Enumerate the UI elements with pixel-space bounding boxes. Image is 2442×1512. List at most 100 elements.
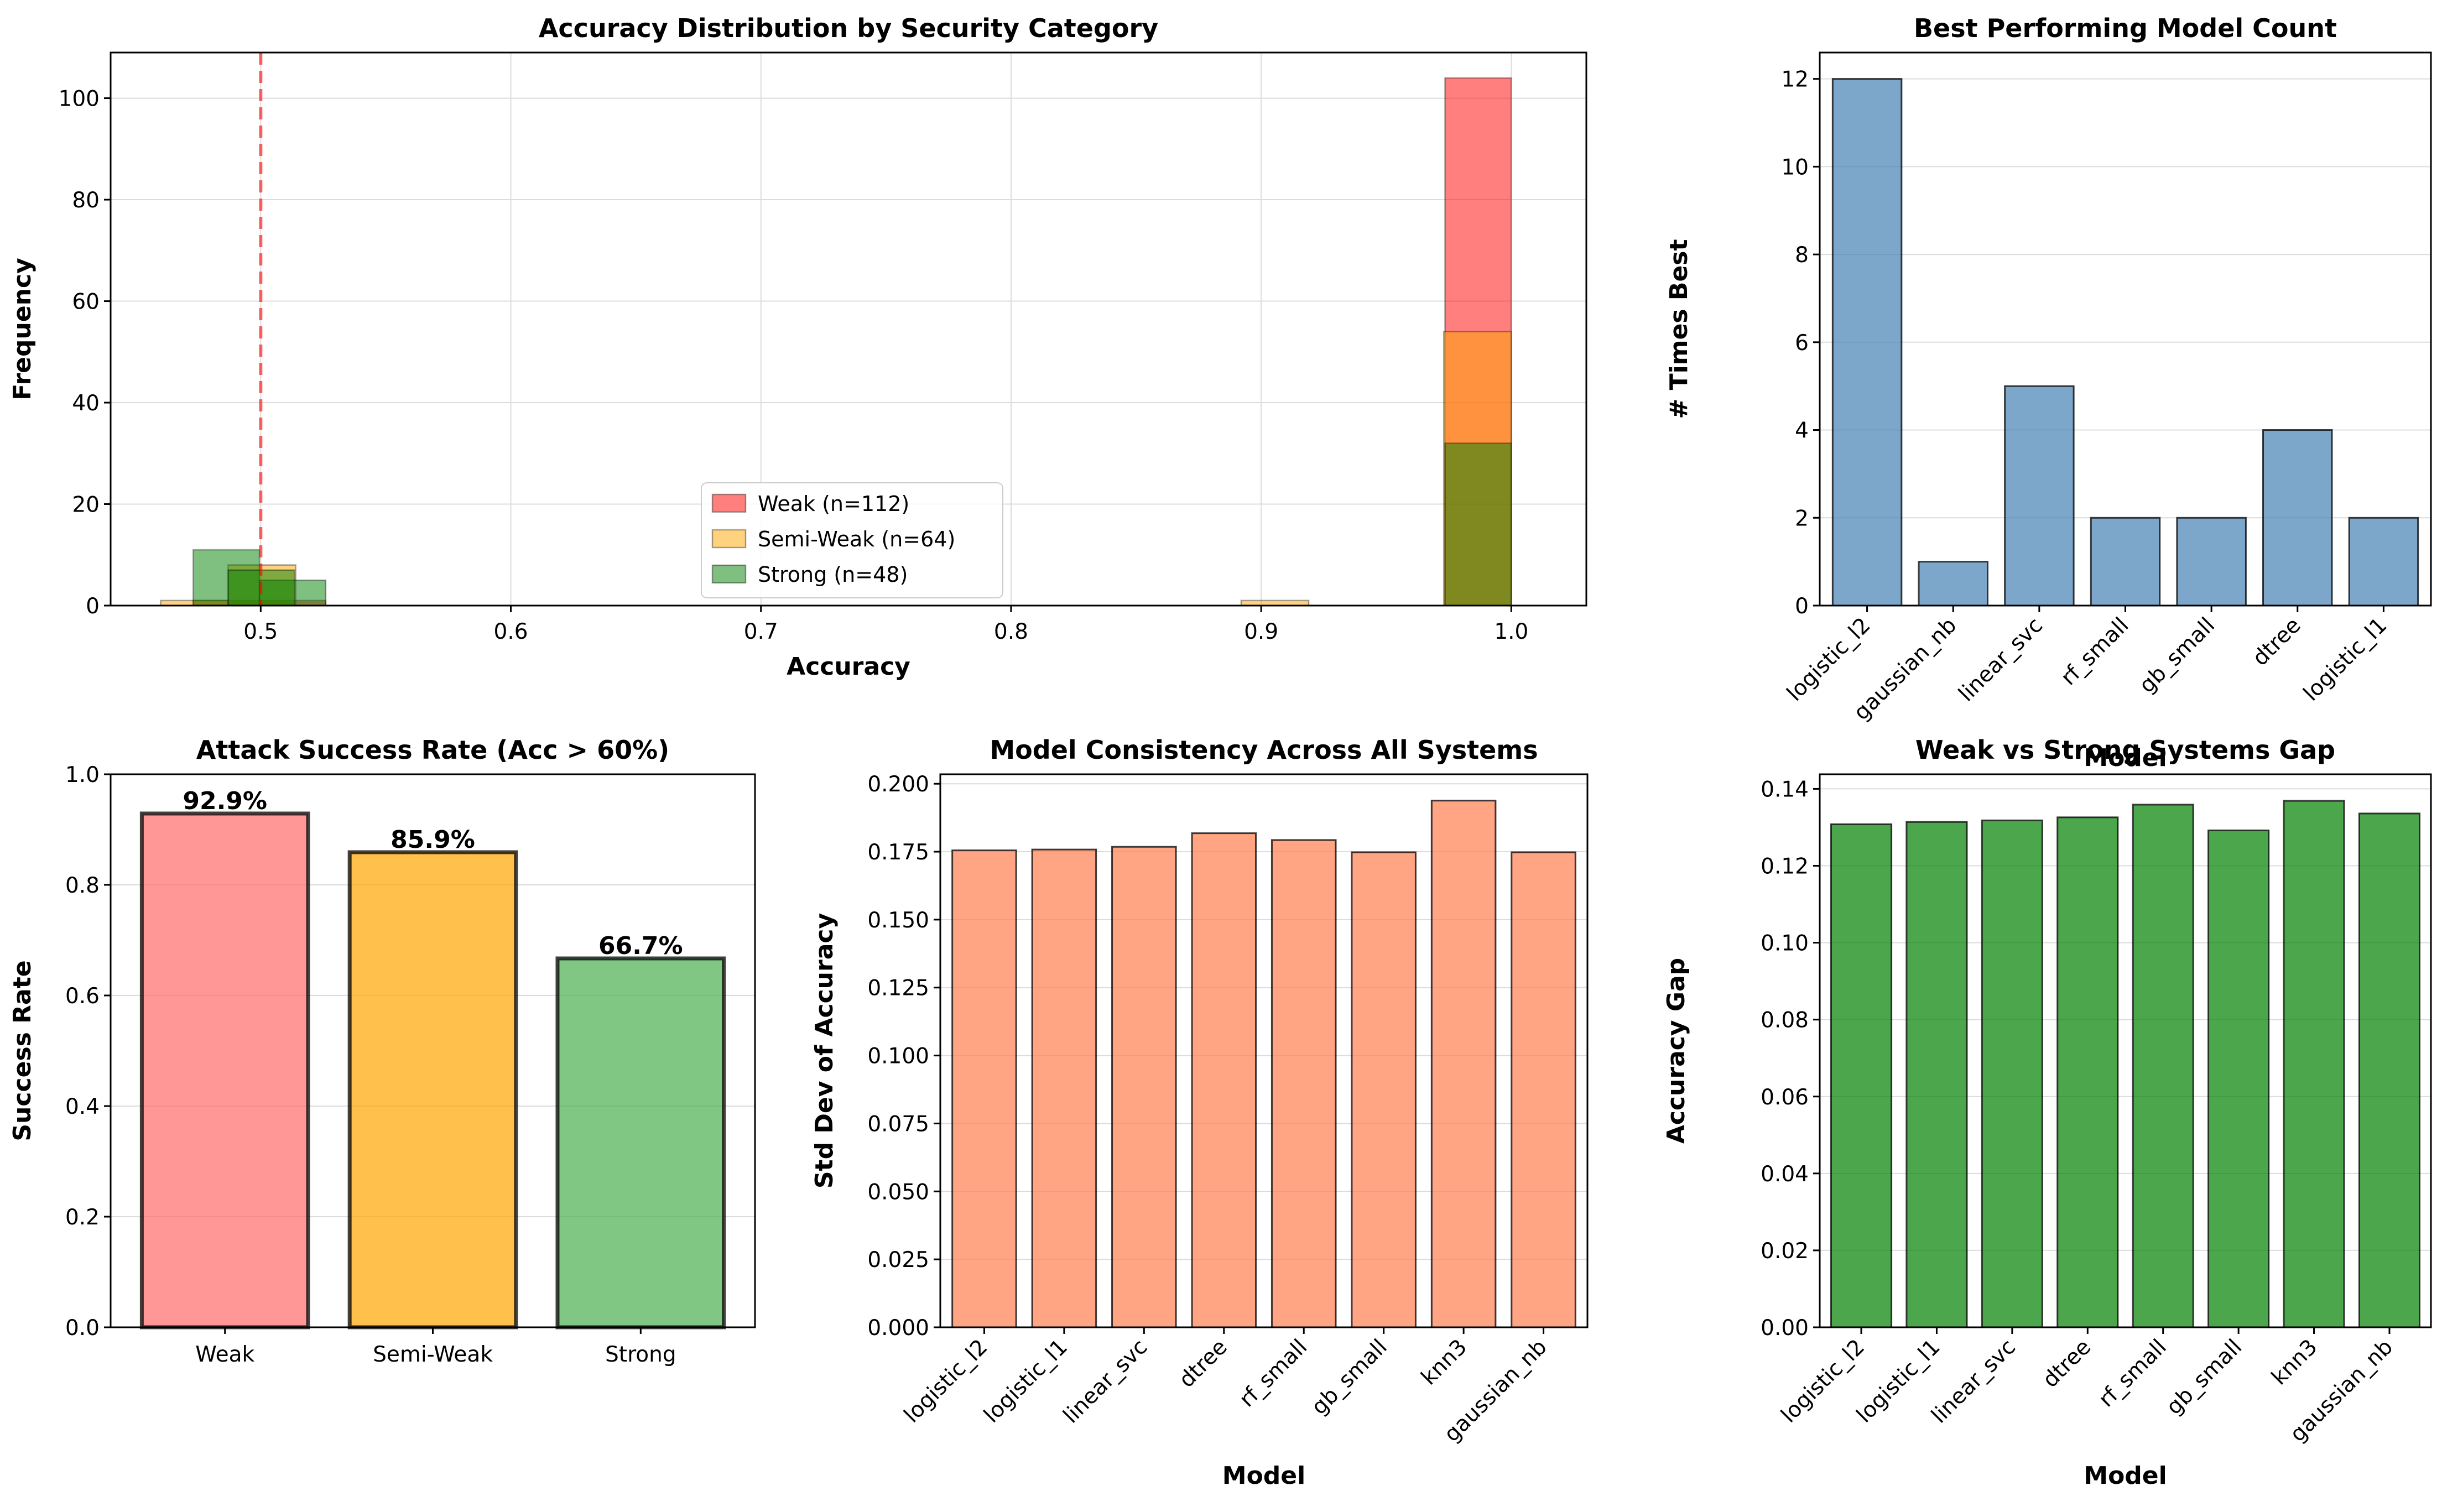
bar-rf_small xyxy=(2090,517,2161,607)
y-tick-label: 0 xyxy=(1795,594,1809,619)
x-tick-label: gb_small xyxy=(2162,1334,2247,1420)
histogram-bar xyxy=(1444,442,1512,607)
legend-swatch xyxy=(711,493,747,513)
bar-dtree xyxy=(2056,816,2119,1328)
best-model-count-chart: 024681012logistic_l2gaussian_nblinear_sv… xyxy=(1665,13,2432,772)
legend-entry: Semi-Weak (n=64) xyxy=(758,527,955,551)
y-tick-label: 80 xyxy=(72,188,100,213)
bar-knn3 xyxy=(2283,800,2345,1328)
y-tick-label: 12 xyxy=(1781,67,1809,92)
x-tick-label: 0.5 xyxy=(243,619,278,644)
y-axis-label: Std Dev of Accuracy xyxy=(810,913,839,1188)
bar-gaussian_nb xyxy=(1511,851,1576,1328)
x-axis-label: Model xyxy=(2084,744,2167,772)
chart-title: Weak vs Strong Systems Gap xyxy=(1915,735,2335,765)
y-tick-label: 0.4 xyxy=(65,1094,100,1119)
bar-dtree xyxy=(2262,429,2333,607)
plot-frame xyxy=(1819,773,2432,1328)
y-tick-label: 0.2 xyxy=(65,1205,100,1230)
x-tick-label: knn3 xyxy=(1417,1334,1472,1390)
x-tick-label: linear_svc xyxy=(1059,1334,1152,1428)
y-tick-label: 0.175 xyxy=(867,840,929,865)
bar-logistic_l1 xyxy=(1031,848,1097,1328)
legend-swatch xyxy=(711,564,747,584)
bar-logistic_l1 xyxy=(2348,517,2419,607)
y-tick-label: 0.10 xyxy=(1761,931,1809,956)
y-tick-label: 4 xyxy=(1795,419,1809,444)
legend: Weak (n=112) Semi-Weak (n=64) Strong (n=48… xyxy=(701,482,1003,598)
y-tick-label: 40 xyxy=(72,391,100,416)
y-tick-label: 0.14 xyxy=(1761,777,1809,802)
x-tick-label: knn3 xyxy=(2267,1334,2322,1390)
y-tick-label: 60 xyxy=(72,290,100,315)
chart-title: Model Consistency Across All Systems xyxy=(990,735,1538,765)
plot-frame xyxy=(939,773,1589,1328)
bar-gaussian_nb xyxy=(2358,812,2421,1328)
y-tick-label: 0.200 xyxy=(867,772,929,797)
x-tick-label: Weak xyxy=(195,1342,254,1367)
bar-dtree xyxy=(1191,832,1257,1328)
y-axis-label: # Times Best xyxy=(1665,239,1693,419)
x-tick-label: dtree xyxy=(2038,1334,2096,1393)
legend-entry: Weak (n=112) xyxy=(758,492,909,516)
y-tick-label: 0.04 xyxy=(1761,1162,1809,1187)
bar-linear_svc xyxy=(1981,819,2043,1328)
bar-gaussian_nb xyxy=(1918,561,1988,607)
bar-rf_small xyxy=(1271,839,1337,1328)
y-tick-label: 0.12 xyxy=(1761,854,1809,879)
x-tick-label: rf_small xyxy=(2094,1334,2172,1412)
x-tick-label: linear_svc xyxy=(1954,613,2047,706)
bar-linear_svc xyxy=(1111,846,1177,1328)
y-tick-label: 0.08 xyxy=(1761,1008,1809,1033)
legend-swatch xyxy=(711,529,747,549)
plot-frame xyxy=(1819,51,2432,607)
y-tick-label: 1.0 xyxy=(65,763,100,788)
y-tick-label: 2 xyxy=(1795,506,1809,531)
model-consistency-chart: 0.000 0.025 0.050 0.075 0.100 0.125 0.150 0.175… xyxy=(810,735,1589,1490)
y-tick-label: 0.050 xyxy=(867,1180,929,1205)
y-tick-label: 0.0 xyxy=(65,1316,100,1341)
y-tick-label: 6 xyxy=(1795,331,1809,356)
x-tick-label: logistic_l1 xyxy=(2299,613,2392,706)
y-tick-label: 0.000 xyxy=(867,1316,929,1341)
x-tick-label: gb_small xyxy=(1307,1334,1392,1420)
x-axis-label: Model xyxy=(1222,1462,1305,1490)
y-tick-label: 0.025 xyxy=(867,1248,929,1273)
y-tick-label: 0.6 xyxy=(65,984,100,1009)
x-tick-label: 0.6 xyxy=(494,619,528,644)
y-tick-label: 0.100 xyxy=(867,1044,929,1069)
legend-entry: Strong (n=48) xyxy=(758,562,908,587)
bar-logistic_l2 xyxy=(1830,823,1893,1328)
bar-Weak xyxy=(139,811,310,1329)
weak-vs-strong-gap-chart: 0.000.020.040.060.080.100.120.14logistic… xyxy=(1662,735,2432,1490)
bar-Semi-Weak xyxy=(347,850,518,1329)
x-tick-label: logistic_l2 xyxy=(1782,613,1876,706)
y-tick-label: 0.8 xyxy=(65,873,100,898)
y-tick-label: 10 xyxy=(1781,155,1809,180)
bar-rf_small xyxy=(2132,804,2194,1328)
chart-title: Attack Success Rate (Acc > 60%) xyxy=(196,735,669,765)
x-axis-label: Accuracy xyxy=(787,653,910,681)
bar-gb_small xyxy=(2207,830,2270,1328)
data-label: 85.9% xyxy=(390,826,475,854)
bar-logistic_l1 xyxy=(1905,821,1968,1328)
y-axis-label: Accuracy Gap xyxy=(1662,958,1690,1144)
plot-frame xyxy=(110,773,756,1328)
bar-logistic_l2 xyxy=(1831,78,1903,607)
x-tick-label: dtree xyxy=(1174,1334,1232,1393)
x-tick-label: logistic_l2 xyxy=(899,1334,993,1428)
y-tick-label: 0.00 xyxy=(1761,1316,1809,1341)
x-tick-label: 1.0 xyxy=(1494,619,1528,644)
plot-frame xyxy=(110,51,1587,607)
bar-Strong xyxy=(555,956,726,1329)
y-tick-label: 0.075 xyxy=(867,1112,929,1136)
x-tick-label: 0.9 xyxy=(1244,619,1278,644)
x-axis-label: Model xyxy=(2084,1462,2167,1490)
x-tick-label: Semi-Weak xyxy=(373,1342,493,1367)
attack-success-rate-chart: 0.0 0.2 0.4 0.6 0.8 1.0 Weak 92.9% Semi-Weak 85.9… xyxy=(8,735,756,1367)
y-tick-label: 0 xyxy=(86,594,100,619)
y-tick-label: 8 xyxy=(1795,243,1809,268)
x-tick-label: rf_small xyxy=(1235,1334,1312,1412)
x-tick-label: Strong xyxy=(605,1342,676,1367)
bar-logistic_l2 xyxy=(951,849,1017,1328)
